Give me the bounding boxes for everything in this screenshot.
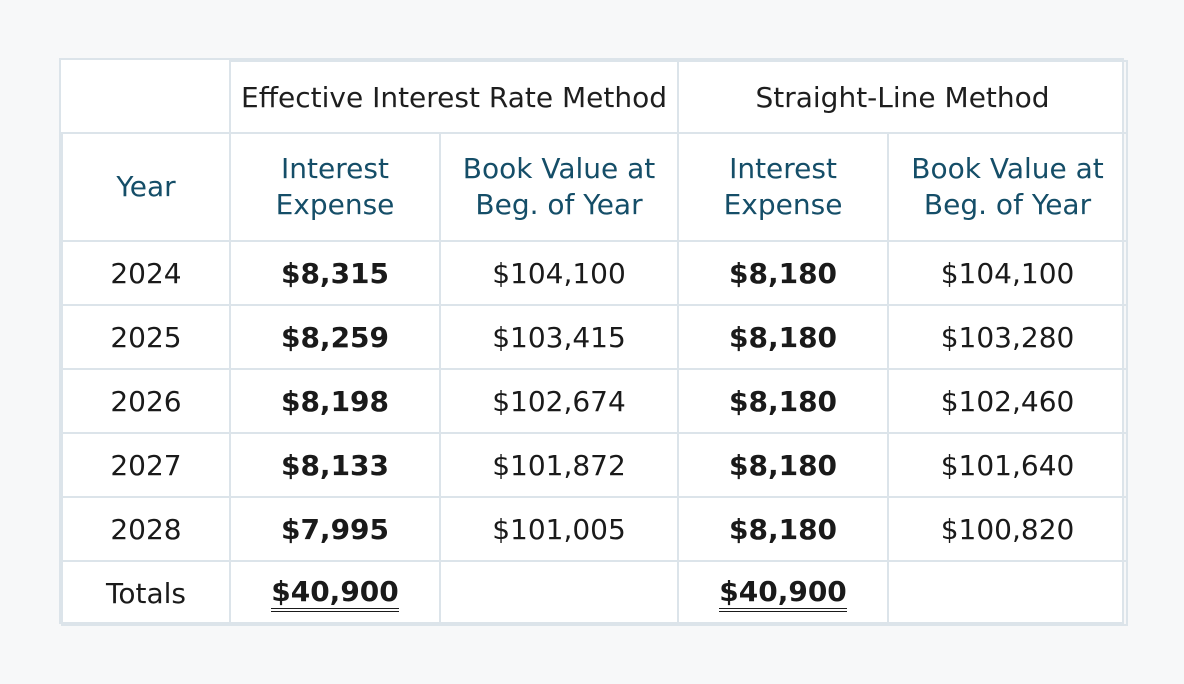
year-cell: 2025: [61, 304, 231, 370]
sl-interest-cell: $8,180: [677, 432, 890, 498]
totals-label: Totals: [61, 560, 231, 626]
empty-cell: [438, 560, 680, 626]
header-line: Interest: [729, 152, 837, 185]
group-header-straight: Straight-Line Method: [677, 60, 1129, 134]
column-header-eir-interest: Interest Expense: [229, 132, 441, 242]
column-header-row: Year Interest Expense Book Value at Beg.…: [61, 132, 1129, 242]
totals-row: Totals $40,900 $40,900: [61, 560, 1129, 626]
column-header-sl-interest: Interest Expense: [677, 132, 890, 242]
sl-book-cell: $103,280: [887, 304, 1129, 370]
header-line: Beg. of Year: [923, 188, 1092, 221]
sl-book-cell: $102,460: [887, 368, 1129, 434]
table-row: 2024 $8,315 $104,100 $8,180 $104,100: [61, 240, 1129, 306]
table-row: 2028 $7,995 $101,005 $8,180 $100,820: [61, 496, 1129, 562]
sl-interest-cell: $8,180: [677, 496, 890, 562]
sl-book-cell: $104,100: [887, 240, 1129, 306]
eir-book-cell: $102,674: [438, 368, 680, 434]
eir-total-value: $40,900: [271, 576, 399, 612]
year-cell: 2024: [61, 240, 231, 306]
table-row: 2025 $8,259 $103,415 $8,180 $103,280: [61, 304, 1129, 370]
group-header-effective: Effective Interest Rate Method: [228, 60, 680, 134]
column-header-eir-book: Book Value at Beg. of Year: [438, 132, 680, 242]
corner-cell: [62, 61, 231, 134]
column-header-year: Year: [61, 132, 231, 242]
amortization-comparison-table: Effective Interest Rate Method Straight-…: [59, 58, 1129, 626]
eir-interest-cell: $8,133: [229, 432, 441, 498]
sl-book-cell: $100,820: [887, 496, 1129, 562]
eir-book-cell: $104,100: [438, 240, 680, 306]
header-line: Book Value at: [462, 152, 656, 185]
sl-interest-cell: $8,180: [677, 240, 890, 306]
year-cell: 2026: [61, 368, 231, 434]
table-row: 2027 $8,133 $101,872 $8,180 $101,640: [61, 432, 1129, 498]
header-line: Expense: [723, 188, 843, 221]
table-row: 2026 $8,198 $102,674 $8,180 $102,460: [61, 368, 1129, 434]
eir-book-cell: $101,872: [438, 432, 680, 498]
eir-interest-cell: $7,995: [229, 496, 441, 562]
header-line: Expense: [275, 188, 395, 221]
sl-interest-cell: $8,180: [677, 368, 890, 434]
year-cell: 2027: [61, 432, 231, 498]
sl-book-cell: $101,640: [887, 432, 1129, 498]
year-cell: 2028: [61, 496, 231, 562]
empty-cell: [887, 560, 1129, 626]
sl-total-cell: $40,900: [677, 560, 890, 626]
table: Effective Interest Rate Method Straight-…: [61, 60, 1129, 626]
column-header-sl-book: Book Value at Beg. of Year: [887, 132, 1129, 242]
sl-total-value: $40,900: [719, 576, 847, 612]
sl-interest-cell: $8,180: [677, 304, 890, 370]
group-header-row: Effective Interest Rate Method Straight-…: [62, 60, 1129, 134]
header-line: Book Value at: [911, 152, 1104, 185]
header-line: Beg. of Year: [475, 188, 643, 221]
eir-total-cell: $40,900: [229, 560, 441, 626]
eir-interest-cell: $8,315: [229, 240, 441, 306]
eir-interest-cell: $8,259: [229, 304, 441, 370]
eir-interest-cell: $8,198: [229, 368, 441, 434]
eir-book-cell: $101,005: [438, 496, 680, 562]
header-line: Interest: [281, 152, 389, 185]
eir-book-cell: $103,415: [438, 304, 680, 370]
